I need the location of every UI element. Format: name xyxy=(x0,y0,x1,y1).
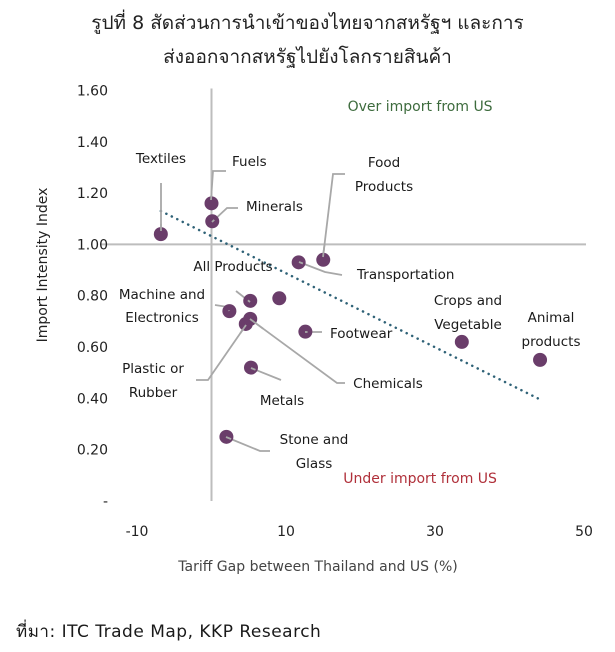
data-point-animal-products xyxy=(533,352,548,367)
point-label-footwear: Footwear xyxy=(330,326,393,342)
x-tick-label: 10 xyxy=(277,524,295,540)
leader-line-tip xyxy=(250,367,256,371)
leader-line xyxy=(225,436,270,452)
point-label-food-products: Products xyxy=(355,179,413,195)
point-label-minerals: Minerals xyxy=(246,199,303,215)
point-label-all-products: All Products xyxy=(193,259,272,275)
y-tick-label: 0.60 xyxy=(77,340,108,356)
leader-line xyxy=(322,173,345,258)
data-point-food-products xyxy=(316,252,331,267)
chart-title-line-1: รูปที่ 8 สัดส่วนการนำเข้าของไทยจากสหรัฐฯ… xyxy=(91,12,524,34)
under-import-annotation: Under import from US xyxy=(343,471,497,487)
leader-line xyxy=(249,318,345,384)
x-tick-label: 30 xyxy=(426,524,444,540)
leader-line-tip xyxy=(298,261,304,265)
point-label-animal-products: products xyxy=(522,334,581,350)
point-label-machine-and-electronics: Electronics xyxy=(125,310,199,326)
x-axis-title: Tariff Gap between Thailand and US (%) xyxy=(177,559,457,575)
y-tick-label: 1.60 xyxy=(77,83,108,99)
point-label-stone-and-glass: Stone and xyxy=(280,432,349,448)
data-point-metals xyxy=(243,360,258,375)
y-tick-label: 0.20 xyxy=(77,443,108,459)
data-point-unlabeled xyxy=(272,291,287,306)
y-tick-label: 1.40 xyxy=(77,135,108,151)
data-point-transportation xyxy=(291,255,306,270)
point-label-stone-and-glass: Glass xyxy=(296,456,333,472)
leader-line-tip xyxy=(247,299,251,303)
point-label-crops-and-vegetable: Crops and xyxy=(434,293,502,309)
y-tick-label: - xyxy=(103,494,108,510)
leader-line-tip xyxy=(225,436,232,440)
point-label-metals: Metals xyxy=(260,393,304,409)
data-point-crops-and-vegetable xyxy=(454,334,469,349)
data-point-machine-and-electronics xyxy=(222,304,237,319)
y-tick-label: 0.40 xyxy=(77,391,108,407)
y-tick-label: 1.00 xyxy=(77,237,108,253)
source-note: ที่มา: ITC Trade Map, KKP Research xyxy=(16,622,322,642)
y-tick-label: 1.20 xyxy=(77,186,108,202)
data-point-all-products xyxy=(243,293,258,308)
point-label-plastic-or-rubber: Plastic or xyxy=(122,361,184,377)
leader-line xyxy=(196,324,247,381)
leader-line xyxy=(210,170,226,201)
point-label-transportation: Transportation xyxy=(356,267,454,283)
point-label-food-products: Food xyxy=(368,155,400,171)
y-axis-title: Import Intensity Index xyxy=(35,188,51,343)
point-label-plastic-or-rubber: Rubber xyxy=(129,385,178,401)
data-point-plastic-or-rubber xyxy=(238,316,253,331)
leader-line-tip xyxy=(239,324,247,334)
point-label-textiles: Textiles xyxy=(135,151,186,167)
chart-title-line-2: ส่งออกจากสหรัฐไปยังโลกรายสินค้า xyxy=(163,46,452,68)
data-point-textiles xyxy=(153,227,168,242)
leader-line-tip xyxy=(211,219,215,223)
leader-line-tip xyxy=(322,244,326,258)
x-tick-label: -10 xyxy=(126,524,149,540)
point-label-animal-products: Animal xyxy=(528,310,575,326)
x-tick-label: 50 xyxy=(575,524,593,540)
leader-line-tip xyxy=(249,318,264,330)
point-label-machine-and-electronics: Machine and xyxy=(119,287,205,303)
over-import-annotation: Over import from US xyxy=(348,99,493,115)
point-label-chemicals: Chemicals xyxy=(353,376,423,392)
y-tick-label: 0.80 xyxy=(77,289,108,305)
point-label-crops-and-vegetable: Vegetable xyxy=(434,317,502,333)
data-point-fuels xyxy=(204,196,219,211)
leader-line xyxy=(298,261,343,276)
point-label-fuels: Fuels xyxy=(232,154,267,170)
